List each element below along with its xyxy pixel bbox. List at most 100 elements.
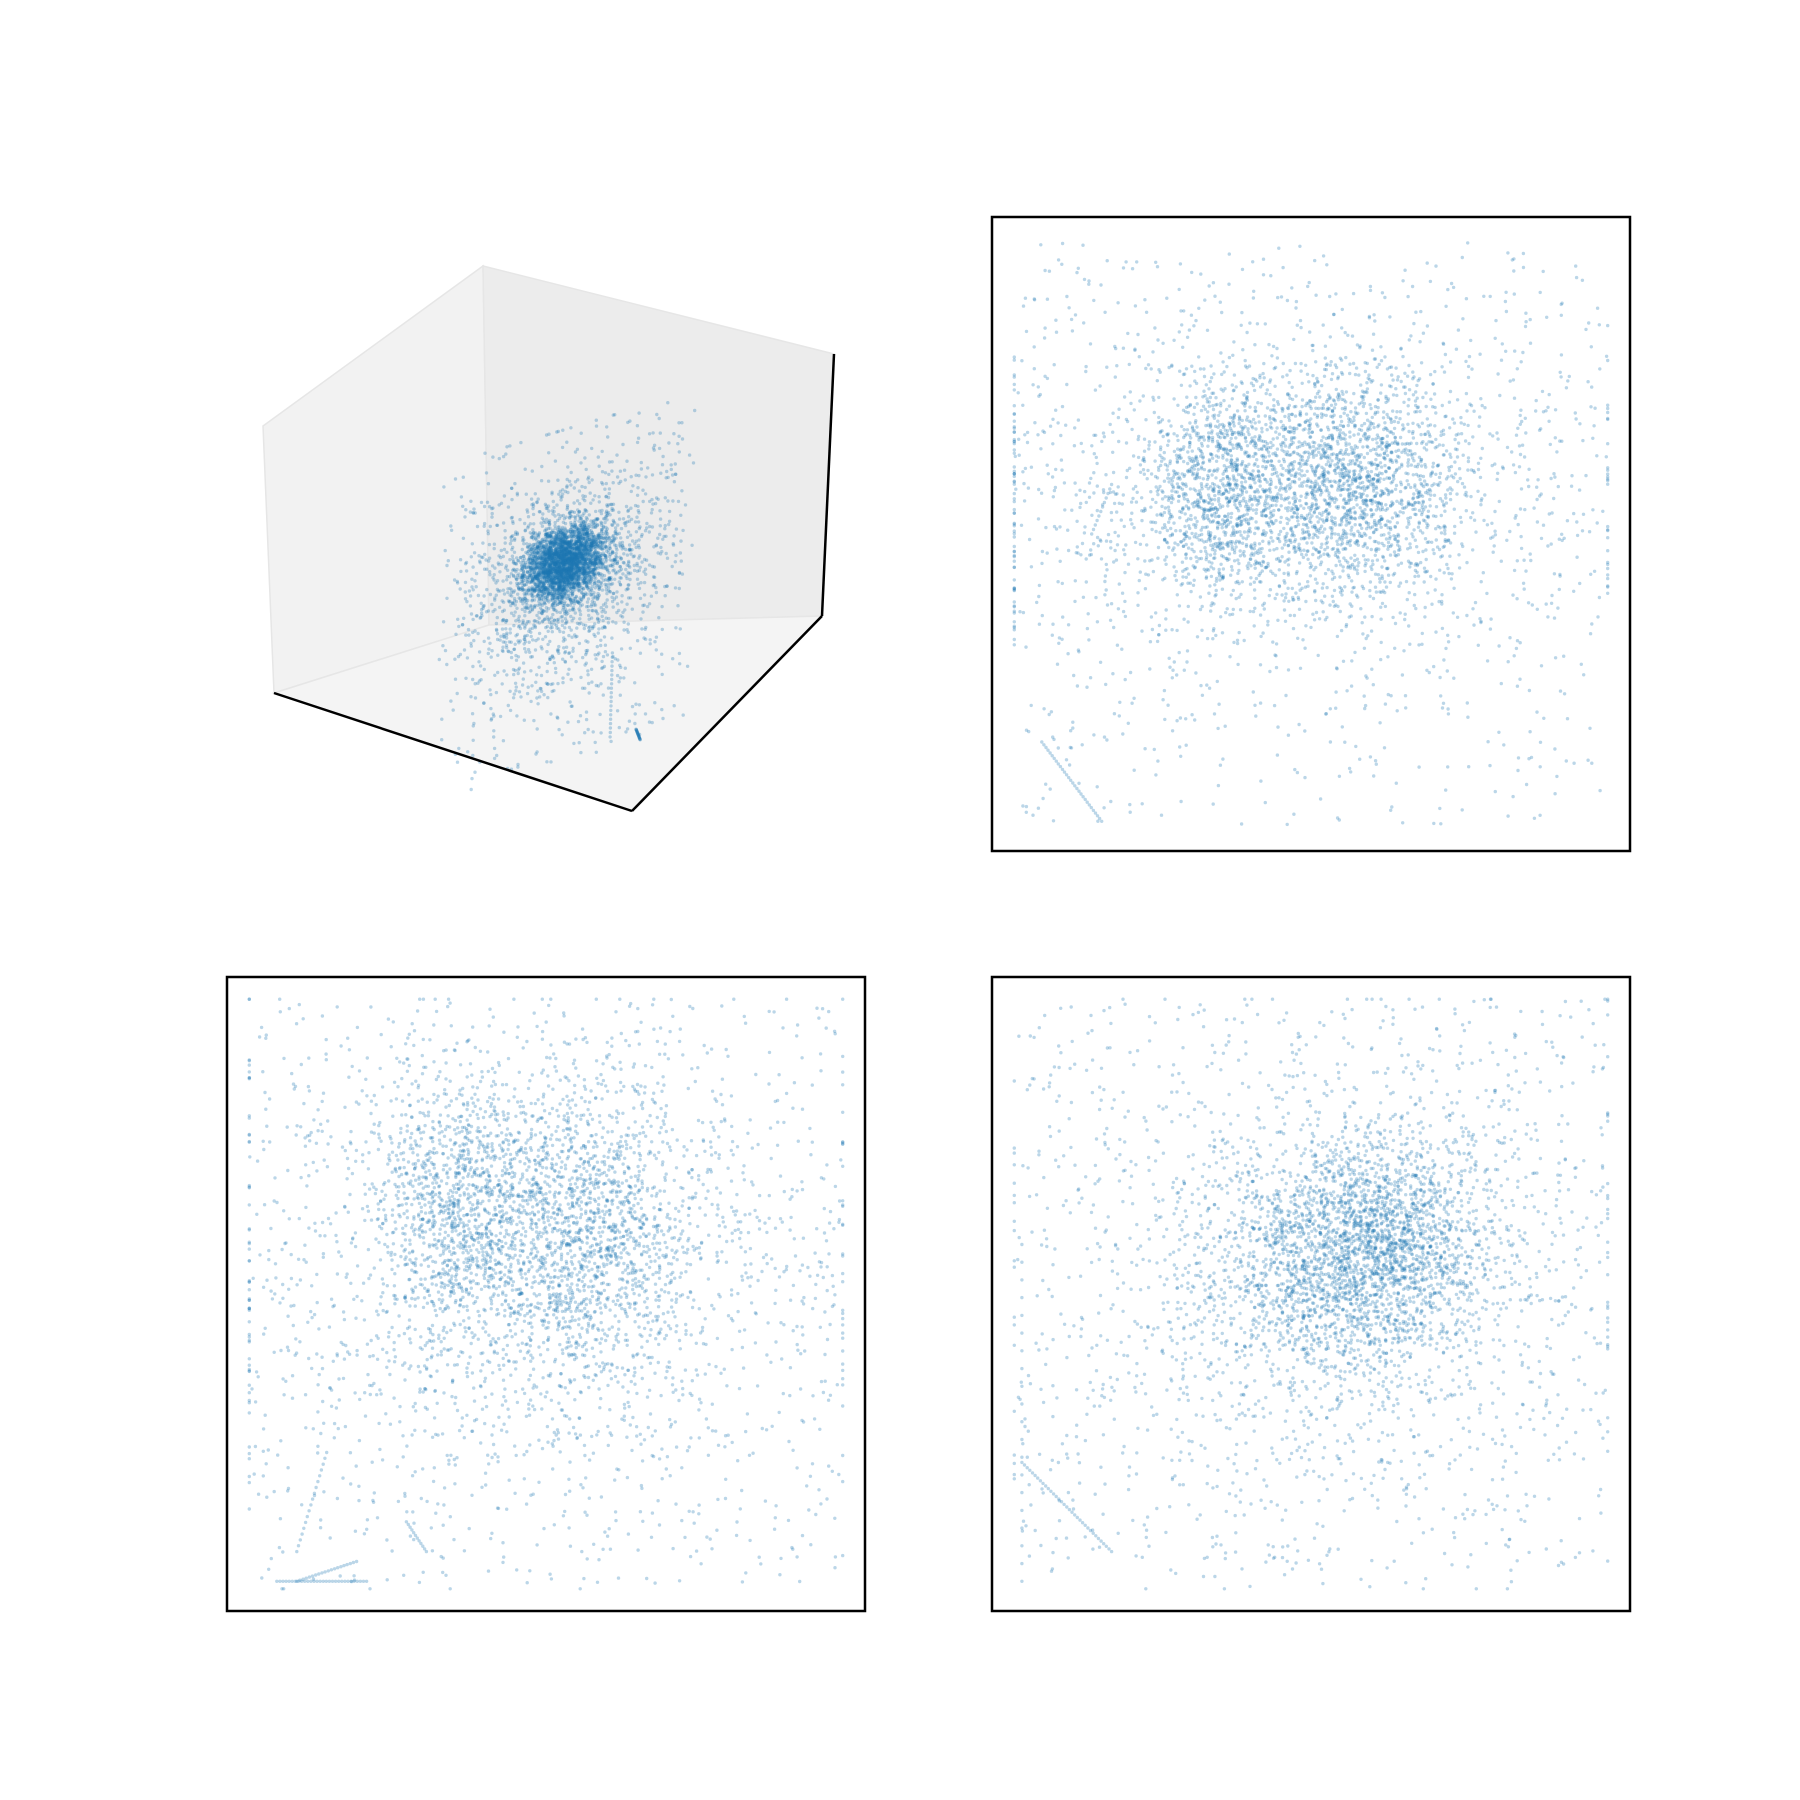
data-point xyxy=(557,552,560,555)
data-point xyxy=(591,609,594,612)
data-point xyxy=(511,546,514,549)
data-point xyxy=(635,562,638,565)
data-point xyxy=(642,500,645,503)
data-point xyxy=(664,524,667,527)
data-point xyxy=(545,650,548,653)
data-point xyxy=(447,559,450,562)
data-point xyxy=(1219,351,1222,354)
data-point xyxy=(624,667,627,670)
data-point xyxy=(505,551,508,554)
data-point xyxy=(523,574,526,577)
data-point xyxy=(519,441,522,444)
data-point xyxy=(536,702,539,705)
data-point xyxy=(503,592,506,595)
data-point xyxy=(597,684,600,687)
data-point xyxy=(588,691,591,694)
data-point xyxy=(524,551,527,554)
data-point xyxy=(637,474,640,477)
data-point xyxy=(526,692,529,695)
data-point xyxy=(602,693,605,696)
data-point xyxy=(544,581,547,584)
data-point xyxy=(500,563,503,566)
data-point xyxy=(597,627,600,630)
data-point xyxy=(444,549,447,552)
data-point xyxy=(556,597,559,600)
data-point xyxy=(1105,568,1108,571)
data-point xyxy=(597,536,600,539)
data-point xyxy=(538,621,541,624)
data-point xyxy=(640,461,643,464)
data-point xyxy=(514,689,517,692)
data-point xyxy=(475,585,478,588)
data-point xyxy=(575,626,578,629)
data-point xyxy=(553,567,556,570)
data-point xyxy=(1186,428,1189,431)
data-point xyxy=(524,529,527,532)
data-point xyxy=(567,652,570,655)
data-point xyxy=(534,639,537,642)
data-point xyxy=(543,564,546,567)
data-point xyxy=(470,644,473,647)
data-point xyxy=(549,760,552,763)
data-point xyxy=(483,522,486,525)
data-point xyxy=(581,687,584,690)
data-point xyxy=(545,598,548,601)
data-point xyxy=(649,638,652,641)
data-point xyxy=(564,528,567,531)
data-point xyxy=(607,551,610,554)
data-point xyxy=(582,497,585,500)
data-point xyxy=(646,605,649,608)
data-point xyxy=(596,517,599,520)
data-point xyxy=(657,665,660,668)
data-point xyxy=(550,592,553,595)
data-point xyxy=(1174,490,1177,493)
data-point xyxy=(580,485,583,488)
data-point xyxy=(554,671,557,674)
data-point xyxy=(529,588,532,591)
data-point xyxy=(618,517,621,520)
data-point xyxy=(472,739,475,742)
data-point xyxy=(570,471,573,474)
data-point xyxy=(626,536,629,539)
data-point xyxy=(639,617,642,620)
data-point xyxy=(525,493,528,496)
data-point xyxy=(568,579,571,582)
data-point xyxy=(1232,340,1235,343)
data-point xyxy=(558,528,561,531)
data-point xyxy=(536,604,539,607)
data-point xyxy=(595,751,598,754)
data-point xyxy=(1189,514,1192,517)
data-point xyxy=(571,585,574,588)
data-point xyxy=(658,533,661,536)
data-point xyxy=(1167,521,1170,524)
data-point xyxy=(670,463,673,466)
data-point xyxy=(519,556,522,559)
data-point xyxy=(547,588,550,591)
data-point xyxy=(662,535,665,538)
data-point xyxy=(532,561,535,564)
data-point xyxy=(621,611,624,614)
data-point xyxy=(604,650,607,653)
data-point xyxy=(589,590,592,593)
data-point xyxy=(562,631,565,634)
data-point xyxy=(471,712,474,715)
data-point xyxy=(604,471,607,474)
data-point xyxy=(598,555,601,558)
data-point xyxy=(677,421,680,424)
data-point xyxy=(556,618,559,621)
data-point xyxy=(592,633,595,636)
data-point xyxy=(496,579,499,582)
data-point xyxy=(486,529,489,532)
data-point xyxy=(651,508,654,511)
data-point xyxy=(591,561,594,564)
data-point xyxy=(1175,570,1178,573)
data-point xyxy=(498,606,501,609)
data-point xyxy=(644,475,647,478)
data-point xyxy=(552,500,555,503)
data-point xyxy=(620,647,623,650)
data-point xyxy=(587,728,590,731)
data-point xyxy=(574,660,577,663)
data-point xyxy=(457,655,460,658)
data-point xyxy=(506,569,509,572)
